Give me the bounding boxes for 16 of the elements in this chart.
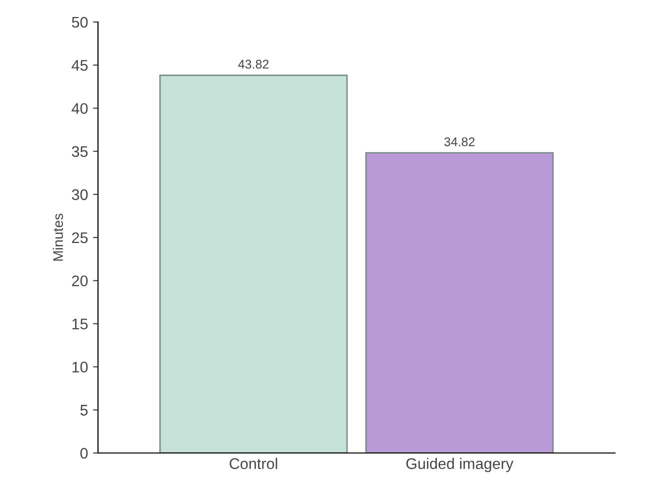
y-tick-label: 30	[72, 189, 88, 200]
y-tick-label: 45	[72, 60, 88, 71]
y-tick-label: 10	[72, 362, 88, 372]
y-tick-label: 50	[72, 16, 88, 28]
y-tick-label: 15	[72, 318, 88, 330]
y-tick-label: 0	[80, 448, 88, 459]
y-tick-label: 25	[72, 232, 88, 244]
x-tick-label: Guided imagery	[406, 458, 514, 472]
y-tick-label: 5	[80, 404, 88, 416]
x-tick-label: Control	[230, 458, 278, 470]
data-label: 34.82	[444, 137, 474, 146]
y-axis-title: Minutes	[52, 214, 63, 261]
data-label: 43.82	[238, 60, 269, 69]
y-tick-label: 20	[72, 275, 88, 286]
y-tick-label: 40	[72, 103, 88, 114]
y-tick-label: 35	[72, 146, 88, 157]
